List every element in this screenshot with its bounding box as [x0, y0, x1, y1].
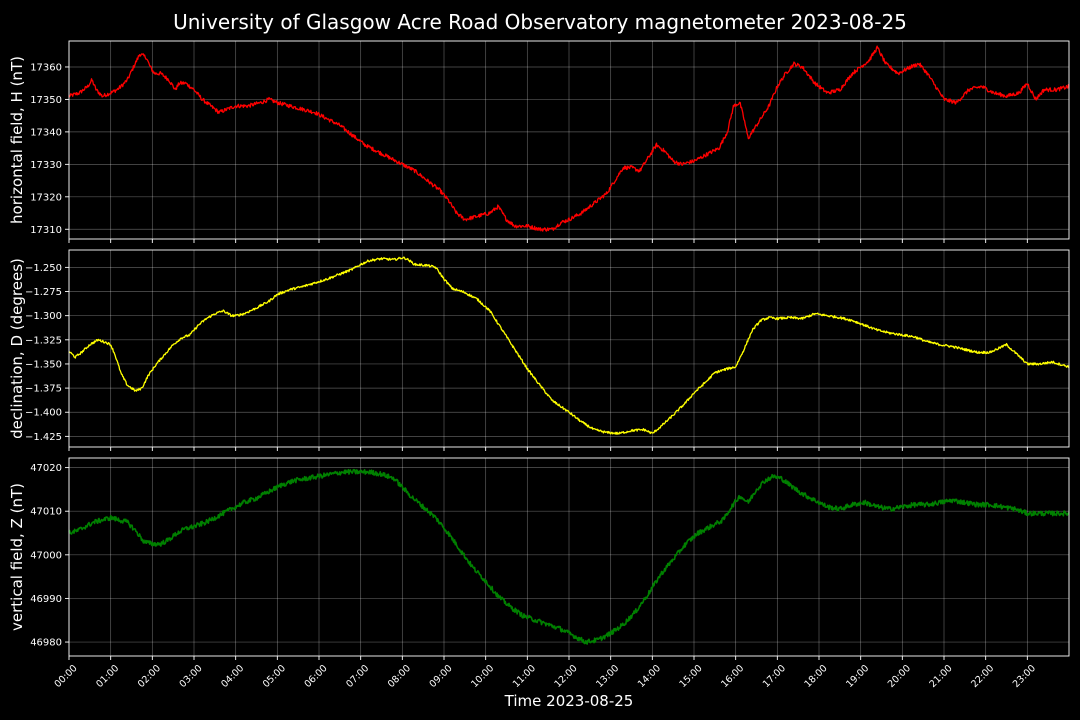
y-tick-label: 47000: [30, 550, 62, 561]
y-tick-label: 47010: [30, 507, 62, 518]
y-tick-label: 17320: [30, 192, 62, 203]
y-tick-label: 46990: [30, 594, 62, 605]
chart-panels: 17310 17320 17330 17340 17350 17360 horizontal…: [8, 40, 1070, 660]
y-axis-label: declination, D (degrees): [8, 258, 26, 439]
y-tick-label: 47020: [30, 463, 62, 474]
y-tick-label: −1.400: [25, 408, 62, 419]
y-tick-label: −1.425: [25, 432, 62, 443]
y-tick-label: −1.325: [25, 335, 62, 346]
panel-2: −1.425 −1.400 −1.375 −1.350 −1.325 −1.300 −1.2…: [8, 249, 1070, 451]
series-line-3: [68, 468, 1070, 645]
y-tick-label: 17340: [30, 127, 62, 138]
x-axis-label: Time 2023-08-25: [504, 692, 634, 710]
panel-3: 46980 46990 47000 47010 47020 vertical field,…: [8, 457, 1070, 660]
axes-frame: [68, 249, 1070, 448]
y-tick-label: −1.275: [25, 287, 62, 298]
panel-1: 17310 17320 17330 17340 17350 17360 horizontal…: [8, 40, 1070, 243]
y-tick-label: 17360: [30, 62, 62, 73]
y-axis-label: vertical field, Z (nT): [8, 483, 26, 631]
y-tick-label: 46980: [30, 638, 62, 649]
y-tick-label: 17310: [30, 225, 62, 236]
y-axis-label: horizontal field, H (nT): [8, 56, 26, 224]
axes-frame: [68, 40, 1070, 240]
figure-title: University of Glasgow Acre Road Observat…: [173, 10, 907, 34]
y-tick-label: 17330: [30, 160, 62, 171]
y-tick-label: −1.250: [25, 263, 62, 274]
series-line-1: [68, 45, 1070, 232]
y-tick-label: −1.350: [25, 359, 62, 370]
y-tick-label: 17350: [30, 95, 62, 106]
y-tick-label: −1.375: [25, 384, 62, 395]
series-line-2: [68, 256, 1070, 435]
axes-frame: [68, 457, 1070, 657]
y-tick-label: −1.300: [25, 311, 62, 322]
